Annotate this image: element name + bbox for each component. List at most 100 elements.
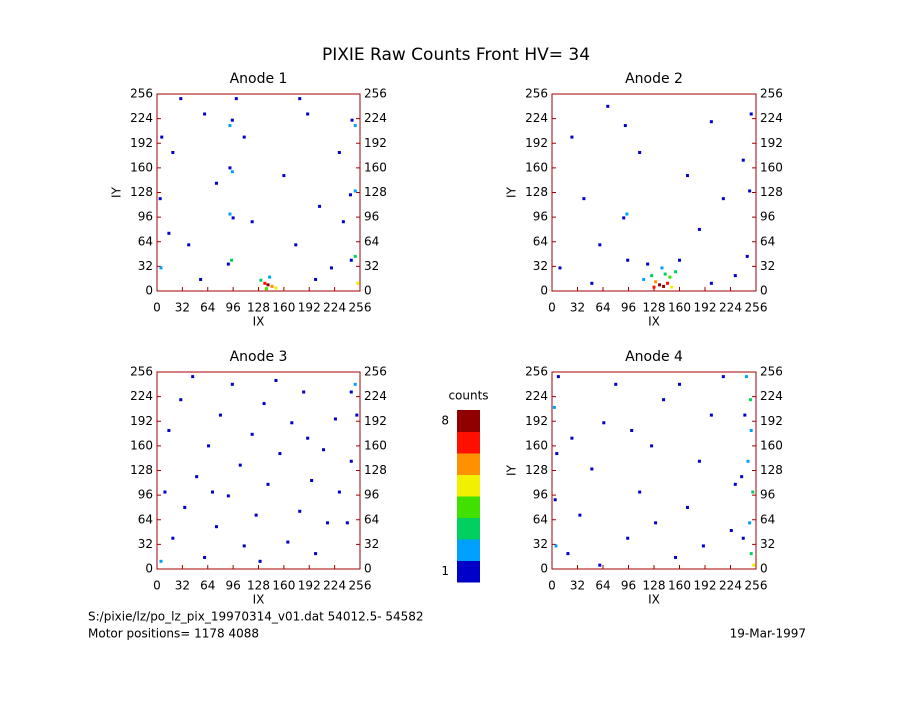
pixel [218,413,222,417]
pixel [721,197,725,201]
y-tick-label-right: 256 [760,365,783,379]
y-tick-label-right: 224 [760,389,783,403]
y-tick-label: 96 [138,210,153,224]
y-tick-label-right: 32 [364,259,379,273]
y-tick-label-right: 0 [760,562,768,576]
pixel [709,120,713,124]
y-tick-label: 224 [130,111,153,125]
x-tick-label: 256 [349,301,372,315]
x-axis-label: IX [648,593,660,607]
y-tick-label: 160 [525,160,548,174]
x-tick-label: 192 [694,301,717,315]
y-tick-label-right: 64 [364,234,379,248]
colorbar-segment [457,431,480,454]
pixel [553,498,557,502]
x-tick-label: 160 [668,579,691,593]
pixel [333,417,337,421]
y-tick-label: 0 [145,562,153,576]
pixel [748,189,752,193]
pixel [258,559,262,563]
pixel [160,135,164,139]
y-tick-label-right: 256 [364,365,387,379]
pixel [159,559,163,563]
pixel [322,448,326,452]
colorbar-segment [457,453,480,475]
pixel [158,197,162,201]
x-tick-label: 224 [323,579,346,593]
y-tick-label: 160 [525,438,548,452]
pixel [733,482,737,486]
y-tick-label-right: 0 [364,284,372,298]
x-tick-label: 0 [153,301,161,315]
x-tick-label: 96 [621,579,636,593]
x-tick-label: 224 [719,301,742,315]
colorbar-segment [457,539,480,561]
x-tick-label: 192 [298,579,321,593]
pixel [701,544,705,548]
plot-frame [156,371,361,570]
pixel [195,475,199,479]
pixel [578,513,582,517]
x-tick-label: 128 [643,579,666,593]
pixel [743,413,747,417]
pixel [558,266,562,270]
pixel [623,124,627,128]
y-tick-label: 192 [130,136,153,150]
y-tick-label-right: 192 [364,136,387,150]
pixel [554,544,558,548]
pixel [230,258,234,262]
pixel [749,112,753,116]
y-tick-label-right: 64 [760,234,775,248]
pixel [670,285,674,289]
y-tick-label: 192 [130,414,153,428]
x-tick-label: 128 [247,301,270,315]
pixel [231,216,235,220]
pixel [752,563,756,567]
x-tick-label: 160 [668,301,691,315]
pixel [306,112,310,116]
pixel [606,104,610,108]
pixel [741,158,745,162]
pixel [666,281,670,285]
x-axis-label: IX [253,593,265,607]
pixel [654,280,658,284]
x-tick-label: 224 [719,579,742,593]
pixel [740,475,744,479]
pixel [556,375,560,379]
pixel [228,124,232,128]
pixel [290,421,294,425]
y-tick-label: 160 [130,160,153,174]
y-tick-label-right: 192 [364,414,387,428]
pixel [211,490,215,494]
pixel [179,97,183,101]
pixel [353,189,357,193]
pixel [646,262,650,266]
y-tick-label-right: 256 [760,87,783,101]
pixel [598,243,602,247]
x-tick-label: 0 [153,579,161,593]
pixel [159,266,163,270]
y-tick-label-right: 96 [364,210,379,224]
pixel [214,181,218,185]
pixel [729,529,733,533]
pixel [638,150,642,154]
y-tick-label-right: 160 [364,438,387,452]
pixel [242,544,246,548]
y-tick-label: 64 [138,512,153,526]
pixel [590,467,594,471]
pixel [626,258,630,262]
pixel [652,285,656,289]
y-tick-label: 224 [525,111,548,125]
pixel [638,490,642,494]
y-tick-label-right: 256 [364,87,387,101]
x-tick-label: 96 [225,301,240,315]
pixel [614,382,618,386]
x-tick-label: 224 [323,301,346,315]
x-tick-label: 32 [175,301,190,315]
y-tick-label-right: 96 [760,210,775,224]
pixel [662,284,666,288]
y-tick-label: 128 [130,185,153,199]
y-tick-label: 160 [130,438,153,452]
colorbar-tick-label: 8 [441,413,449,427]
